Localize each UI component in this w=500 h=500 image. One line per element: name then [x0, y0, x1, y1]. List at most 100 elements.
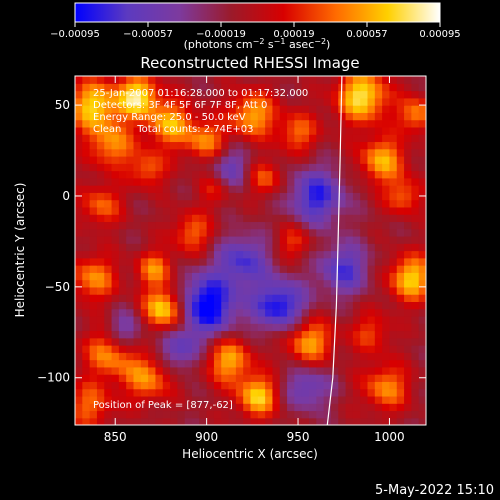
heatmap-cell	[89, 243, 98, 252]
heatmap-cell	[250, 265, 259, 273]
heatmap-cell	[126, 417, 135, 425]
heatmap-cell	[155, 294, 164, 302]
heatmap-cell	[170, 155, 178, 164]
heatmap-cell	[228, 105, 237, 113]
heatmap-cell	[199, 250, 208, 259]
heatmap-cell	[294, 345, 303, 353]
heatmap-cell	[221, 243, 230, 252]
heatmap-cell	[184, 192, 193, 201]
heatmap-cell	[199, 301, 208, 310]
heatmap-cell	[396, 112, 405, 121]
heatmap-cell	[360, 148, 369, 157]
heatmap-cell	[199, 388, 208, 397]
heatmap-cell	[352, 374, 361, 382]
heatmap-cell	[162, 279, 171, 288]
heatmap-cell	[126, 388, 135, 397]
heatmap-cell	[330, 90, 339, 99]
heatmap-cell	[89, 192, 98, 201]
heatmap-cell	[148, 185, 157, 193]
heatmap-cell	[294, 119, 303, 128]
heatmap-cell	[213, 366, 222, 375]
heatmap-cell	[374, 294, 383, 302]
heatmap-cell	[118, 90, 127, 99]
heatmap-cell	[184, 235, 193, 244]
heatmap-cell	[316, 359, 325, 368]
heatmap-cell	[418, 366, 426, 375]
heatmap-cell	[162, 83, 171, 92]
heatmap-cell	[352, 272, 361, 281]
heatmap-cell	[338, 265, 347, 273]
heatmap-cell	[82, 97, 91, 106]
x-tick-label: 850	[104, 430, 127, 444]
heatmap-cell	[294, 214, 303, 223]
heatmap-cell	[184, 337, 193, 346]
heatmap-cell	[155, 265, 164, 273]
heatmap-cell	[243, 126, 252, 135]
heatmap-cell	[192, 374, 200, 382]
heatmap-cell	[418, 126, 426, 135]
heatmap-cell	[96, 126, 105, 135]
heatmap-cell	[316, 235, 325, 244]
heatmap-cell	[213, 192, 222, 201]
heatmap-cell	[330, 374, 339, 382]
heatmap-cell	[228, 286, 237, 295]
heatmap-cell	[316, 83, 325, 92]
heatmap-cell	[111, 395, 120, 404]
heatmap-cell	[250, 83, 259, 92]
heatmap-cell	[199, 315, 208, 324]
heatmap-cell	[96, 228, 105, 237]
heatmap-cell	[243, 228, 252, 237]
heatmap-cell	[118, 228, 127, 237]
heatmap-cell	[96, 163, 105, 172]
heatmap-cell	[199, 286, 208, 295]
heatmap-cell	[235, 148, 244, 157]
heatmap-cell	[345, 381, 354, 390]
heatmap-cell	[235, 119, 244, 128]
heatmap-cell	[257, 134, 266, 143]
heatmap-cell	[287, 105, 295, 113]
heatmap-cell	[213, 97, 222, 106]
heatmap-cell	[155, 97, 164, 106]
heatmap-cell	[309, 214, 317, 223]
heatmap-cell	[279, 105, 288, 113]
heatmap-cell	[279, 323, 288, 332]
heatmap-cell	[148, 308, 157, 317]
heatmap-cell	[243, 235, 252, 244]
heatmap-cell	[228, 359, 237, 368]
heatmap-cell	[243, 395, 252, 404]
heatmap-cell	[221, 250, 230, 259]
heatmap-cell	[301, 265, 310, 273]
heatmap-cell	[140, 243, 149, 252]
heatmap-cell	[309, 105, 317, 113]
heatmap-cell	[155, 359, 164, 368]
heatmap-cell	[243, 97, 252, 106]
heatmap-cell	[126, 403, 135, 412]
heatmap-cell	[279, 265, 288, 273]
heatmap-cell	[118, 134, 127, 143]
heatmap-cell	[75, 345, 83, 353]
heatmap-cell	[374, 301, 383, 310]
heatmap-cell	[389, 250, 398, 259]
heatmap-cell	[199, 170, 208, 179]
heatmap-cell	[199, 403, 208, 412]
heatmap-cell	[118, 185, 127, 193]
heatmap-cell	[221, 155, 230, 164]
heatmap-cell	[404, 221, 412, 230]
heatmap-cell	[140, 134, 149, 143]
heatmap-cell	[345, 417, 354, 425]
heatmap-cell	[352, 301, 361, 310]
heatmap-cell	[345, 257, 354, 266]
heatmap-cell	[316, 257, 325, 266]
heatmap-cell	[96, 374, 105, 382]
heatmap-cell	[389, 345, 398, 353]
heatmap-cell	[338, 345, 347, 353]
heatmap-cell	[126, 97, 135, 106]
heatmap-cell	[301, 286, 310, 295]
heatmap-cell	[330, 192, 339, 201]
heatmap-cell	[279, 126, 288, 135]
heatmap-cell	[206, 134, 215, 143]
heatmap-cell	[155, 119, 164, 128]
heatmap-cell	[213, 417, 222, 425]
heatmap-cell	[206, 228, 215, 237]
heatmap-cell	[309, 388, 317, 397]
